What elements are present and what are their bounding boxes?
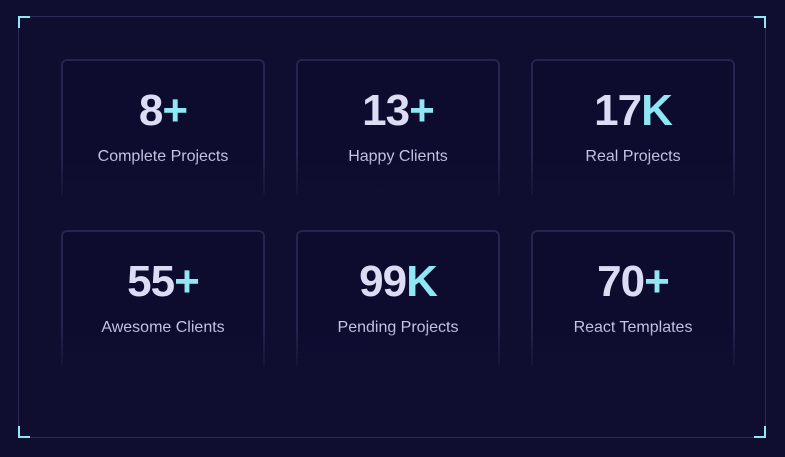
stat-number: 8 bbox=[138, 86, 164, 135]
corner-accent-top-left bbox=[18, 16, 30, 28]
stat-suffix: + bbox=[644, 257, 670, 306]
stat-number: 99 bbox=[359, 257, 407, 306]
stat-number: 70 bbox=[597, 257, 645, 306]
corner-accent-bottom-left bbox=[18, 426, 30, 438]
stat-value: 17K bbox=[533, 87, 733, 135]
stat-number: 55 bbox=[127, 257, 175, 306]
stat-suffix: + bbox=[162, 86, 188, 135]
stat-card-pending-projects: 99K Pending Projects bbox=[296, 230, 500, 366]
stat-suffix: + bbox=[174, 257, 200, 306]
stat-number: 17 bbox=[594, 86, 642, 135]
stat-value: 8+ bbox=[63, 87, 263, 135]
stat-label: Real Projects bbox=[585, 148, 681, 165]
stat-label: Awesome Clients bbox=[101, 319, 225, 336]
stat-card-real-projects: 17K Real Projects bbox=[531, 59, 735, 195]
corner-accent-bottom-right bbox=[754, 426, 766, 438]
stat-suffix: K bbox=[406, 257, 438, 306]
stat-value: 55+ bbox=[63, 258, 263, 306]
stat-card-happy-clients: 13+ Happy Clients bbox=[296, 59, 500, 195]
stat-label: Happy Clients bbox=[348, 148, 448, 165]
stat-label: React Templates bbox=[573, 319, 693, 336]
stat-value: 99K bbox=[298, 258, 498, 306]
stat-card-react-templates: 70+ React Templates bbox=[531, 230, 735, 366]
section-frame bbox=[18, 16, 766, 438]
stat-label: Complete Projects bbox=[97, 148, 229, 165]
corner-accent-top-right bbox=[754, 16, 766, 28]
stat-number: 13 bbox=[362, 86, 410, 135]
stat-suffix: + bbox=[409, 86, 435, 135]
stat-card-complete-projects: 8+ Complete Projects bbox=[61, 59, 265, 195]
stat-suffix: K bbox=[641, 86, 673, 135]
stat-label: Pending Projects bbox=[337, 319, 459, 336]
stat-value: 70+ bbox=[533, 258, 733, 306]
stat-card-awesome-clients: 55+ Awesome Clients bbox=[61, 230, 265, 366]
stat-value: 13+ bbox=[298, 87, 498, 135]
